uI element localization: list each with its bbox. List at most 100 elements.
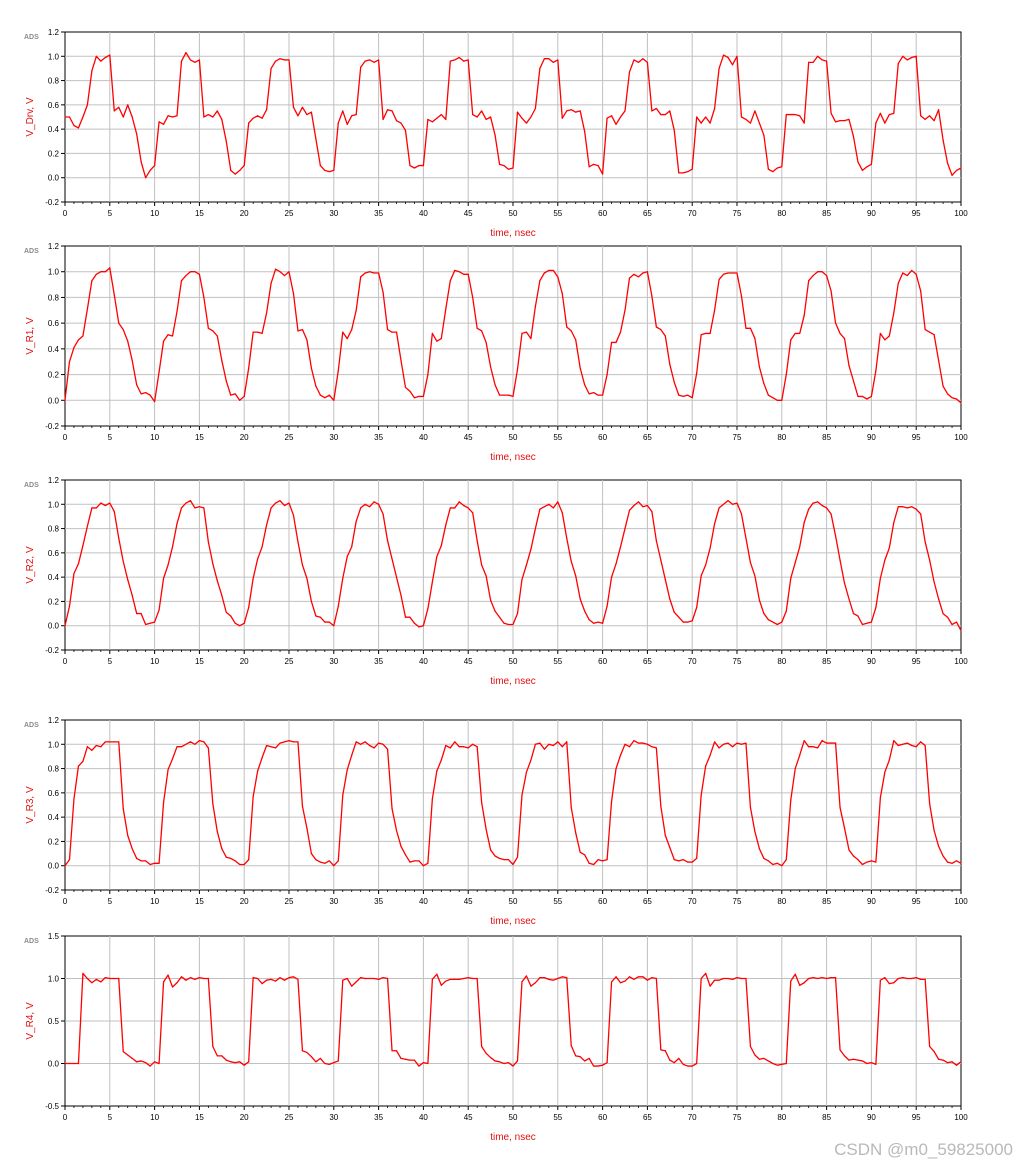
waveform-sample-point [646,743,649,745]
waveform-sample-point [485,118,487,121]
waveform-sample-point [239,1061,241,1063]
waveform-sample-point [225,856,227,858]
waveform-sample-point [364,503,366,505]
waveform-sample-point [333,865,335,867]
waveform-sample-point [274,268,277,270]
waveform-sample-point [745,327,747,329]
y-tick-label: -0.2 [45,886,59,895]
waveform-sample-point [633,59,635,61]
waveform-sample-point [333,399,335,401]
waveform-sample-point [266,524,268,526]
waveform-sample-point [602,860,604,862]
waveform-sample-point [808,977,810,980]
waveform-sample-point [718,278,720,281]
waveform-sample-point [498,163,501,165]
waveform-sample-point [198,59,200,61]
waveform-sample-point [490,849,492,851]
waveform-sample-point [91,70,93,72]
waveform-sample-point [776,862,778,864]
waveform-sample-point [346,977,348,980]
waveform-sample-point [176,115,178,117]
waveform-sample-point [248,606,250,609]
waveform-sample-point [584,130,586,133]
waveform-sample-point [346,555,348,558]
waveform-sample-point [315,385,317,387]
waveform-sample-point [861,623,864,626]
waveform-sample-point [440,759,442,761]
waveform-sample-point [427,118,429,121]
waveform-sample-point [113,510,115,513]
waveform-sample-point [337,1060,339,1062]
waveform-sample-point [212,803,214,805]
waveform-sample-point [315,615,317,617]
waveform-sample-point [749,327,752,329]
waveform-sample-point [852,1058,855,1060]
waveform-sample-point [584,854,586,856]
waveform-sample-point [888,983,890,985]
waveform-sample-point [382,743,384,745]
waveform-sample-point [373,977,375,980]
waveform-sample-point [176,523,178,525]
waveform-sample-point [194,507,196,509]
waveform-sample-point [745,118,747,121]
waveform-sample-point [369,977,371,980]
waveform-sample-point [830,112,832,114]
waveform-sample-point [458,56,460,59]
x-tick-label: 55 [553,209,562,218]
waveform-sample-point [870,860,873,862]
waveform-sample-point [292,106,295,108]
x-tick-label: 45 [464,657,473,666]
waveform-sample-point [525,122,528,124]
waveform-sample-point [342,794,344,796]
waveform-sample-point [310,600,312,603]
waveform-sample-point [767,168,769,170]
x-tick-label: 20 [240,897,249,906]
waveform-sample-point [655,326,657,328]
x-tick-label: 5 [108,1113,113,1122]
x-tick-label: 95 [912,433,921,442]
waveform-sample-point [785,859,787,861]
waveform-sample-point [911,744,913,747]
waveform-sample-point [839,120,841,122]
waveform-sample-point [870,621,873,623]
waveform-sample-point [498,616,501,618]
waveform-sample-point [136,1061,138,1063]
waveform-sample-point [651,510,653,513]
waveform-sample-point [355,520,357,522]
waveform-sample-point [933,829,935,832]
waveform-sample-point [248,122,250,124]
waveform-sample-point [109,54,111,56]
waveform-sample-point [911,269,913,272]
waveform-sample-point [243,395,245,398]
waveform-sample-point [803,740,805,742]
waveform-sample-point [364,977,366,980]
waveform-sample-point [687,171,689,173]
waveform-sample-point [790,577,792,579]
waveform-sample-point [781,399,783,401]
waveform-sample-point [902,743,904,745]
x-tick-label: 10 [150,209,159,218]
y-tick-label: 0.5 [48,1017,60,1026]
waveform-sample-point [82,335,84,337]
waveform-sample-point [162,340,165,342]
waveform-sample-point [194,978,196,980]
waveform-sample-point [852,380,855,382]
waveform-sample-point [857,615,859,617]
waveform-sample-point [655,747,657,749]
ads-tag: ADS [24,34,39,41]
waveform-sample-point [516,1060,519,1062]
waveform-sample-point [924,744,926,747]
waveform-sample-point [745,977,747,980]
waveform-sample-point [525,771,528,773]
waveform-sample-point [619,982,622,984]
waveform-sample-point [561,117,563,119]
waveform-sample-point [602,622,604,624]
waveform-sample-point [579,598,581,600]
waveform-sample-point [799,115,801,117]
waveform-sample-point [189,741,192,743]
waveform-sample-point [109,267,111,269]
x-tick-label: 40 [419,209,428,218]
x-tick-label: 50 [509,657,518,666]
waveform-sample-point [324,169,326,172]
